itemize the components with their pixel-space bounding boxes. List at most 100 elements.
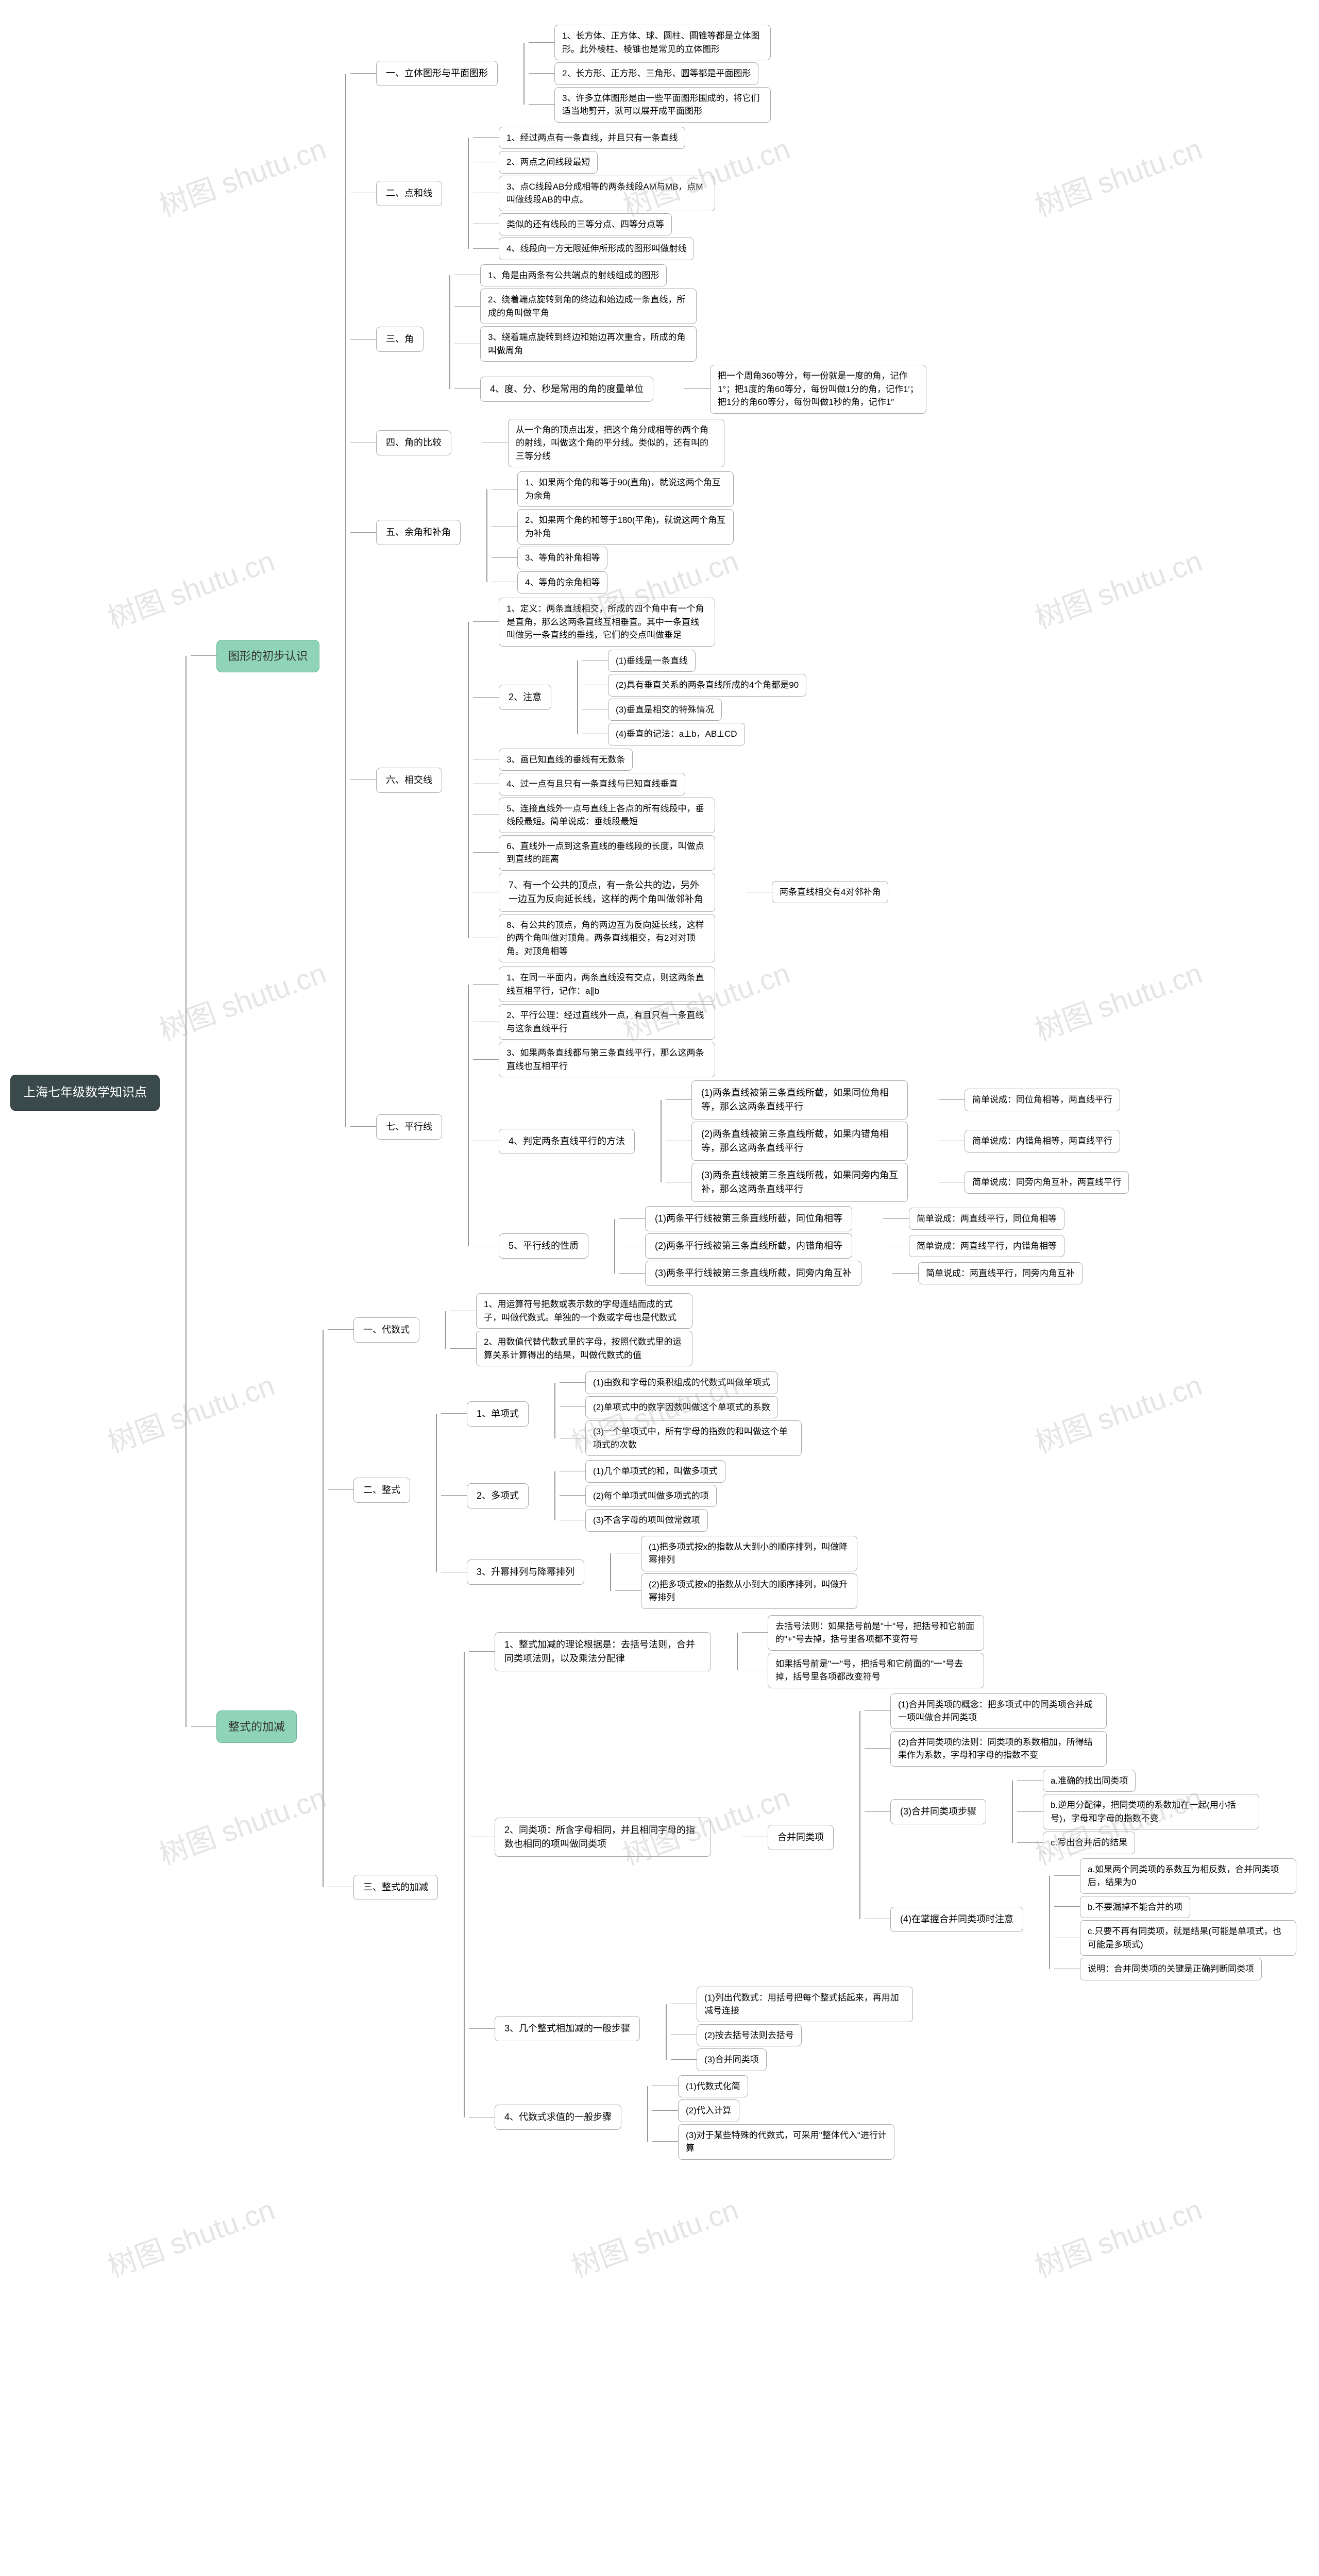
tree-node: (1)两条直线被第三条直线所截，如果同位角相等，那么这两条直线平行简单说成：同位… (666, 1080, 1129, 1120)
children-container: (1)垂线是一条直线(2)具有垂直关系的两条直线所成的4个角都是90(3)垂直是… (582, 649, 806, 747)
tree-node: 简单说成：两直线平行，内错角相等 (883, 1235, 1064, 1258)
tree-node: (2)按去括号法则去括号 (671, 2024, 913, 2047)
children-container: 一、立体图形与平面图形 1、长方体、正方体、球、圆柱、圆锥等都是立体图形。此外棱柱… (350, 23, 1129, 1289)
tree-node: 简单说成：两直线平行，同位角相等 (883, 1208, 1064, 1230)
tree-node: 一、立体图形与平面图形 1、长方体、正方体、球、圆柱、圆锥等都是立体图形。此外棱柱… (350, 24, 1129, 124)
tree-node: 1、长方体、正方体、球、圆柱、圆锥等都是立体图形。此外棱柱、棱锥也是常见的立体图… (529, 25, 771, 60)
tree-node: (1)垂线是一条直线 (582, 650, 806, 672)
tree-node: 6、直线外一点到这条直线的垂线段的长度，叫做点到直线的距离 (473, 835, 888, 871)
tree-node: (3)合并同类项步骤a.准确的找出同类项b.逆用分配律，把同类项的系数加在一起(… (865, 1769, 1296, 1855)
tree-node: (1)由数和字母的乘积组成的代数式叫做单项式 (560, 1371, 802, 1394)
node-label: b.逆用分配律，把同类项的系数加在一起(用小括号)，字母和字母的指数不变 (1043, 1794, 1259, 1829)
tree-node: 把一个周角360等分，每一份就是一度的角，记作1°；把1度的角60等分，每份叫做… (684, 365, 926, 414)
tree-node: 3、点C线段AB分成相等的两条线段AM与MB，点M叫做线段AB的中点。 (473, 176, 715, 211)
tree-node: 4、代数式求值的一般步骤(1)代数式化简(2)代入计算(3)对于某些特殊的代数式… (469, 2074, 1296, 2161)
node-label: 3、等角的补角相等 (517, 547, 607, 569)
section-node: 整式的加减一、代数式1、用运算符号把数或表示数的字母连结而成的式子，叫做代数式。… (191, 1291, 1296, 2163)
tree-node: (3)一个单项式中，所有字母的指数的和叫做这个单项式的次数 (560, 1420, 802, 1456)
node-label: (1)合并同类项的概念：把多项式中的同类项合并成一项叫做合并同类项 (890, 1693, 1107, 1729)
node-label: 二、整式 (353, 1478, 410, 1503)
tree-node: 两条直线相交有4对邻补角 (746, 881, 888, 904)
node-label: 2、如果两个角的和等于180(平角)，就说这两个角互为补角 (517, 509, 734, 545)
node-label: 5、平行线的性质 (499, 1233, 588, 1259)
node-label: (1)由数和字母的乘积组成的代数式叫做单项式 (585, 1371, 778, 1394)
node-label: 2、平行公理：经过直线外一点，有且只有一条直线与这条直线平行 (499, 1004, 715, 1040)
node-label: (3)两条直线被第三条直线所截，如果同旁内角互补，那么这两条直线平行 (691, 1163, 908, 1202)
node-label: a.如果两个同类项的系数互为相反数，合并同类项后，结果为0 (1080, 1858, 1296, 1894)
tree-node: 一、代数式 1、用运算符号把数或表示数的字母连结而成的式子，叫做代数式。单独的一个… (328, 1292, 1296, 1367)
tree-node: 1、角是由两条有公共端点的射线组成的图形 (454, 264, 926, 287)
tree-node: 1、在同一平面内，两条直线没有交点，则这两条直线互相平行，记作：a∥b (473, 967, 1129, 1002)
node-label: 简单说成：同位角相等，两直线平行 (965, 1089, 1120, 1111)
node-label: 七、平行线 (376, 1114, 442, 1140)
tree-node: 去括号法则：如果括号前是"十"号，把括号和它前面的"+"号去掉，括号里各项都不变… (742, 1615, 984, 1651)
node-label: 合并同类项 (768, 1825, 834, 1850)
node-label: (3)合并同类项 (697, 2048, 767, 2071)
tree-node: a.如果两个同类项的系数互为相反数，合并同类项后，结果为0 (1054, 1858, 1296, 1894)
tree-node: 4、度、分、秒是常用的角的度量单位把一个周角360等分，每一份就是一度的角，记作… (454, 364, 926, 415)
node-label: 四、角的比较 (376, 430, 451, 455)
node-label: 1、如果两个角的和等于90(直角)，就说这两个角互为余角 (517, 471, 734, 507)
children-container: 简单说成：同位角相等，两直线平行 (939, 1088, 1120, 1112)
tree-node: 1、如果两个角的和等于90(直角)，就说这两个角互为余角 (492, 471, 734, 507)
node-label: 两条直线相交有4对邻补角 (772, 881, 888, 904)
node-label: 3、升幂排列与降幂排列 (467, 1560, 584, 1585)
node-label: 六、相交线 (376, 768, 442, 793)
node-label: 2、同类项：所含字母相同，并且相同字母的指数也相同的项叫做同类项 (495, 1818, 711, 1857)
children-container: 1、长方体、正方体、球、圆柱、圆锥等都是立体图形。此外棱柱、棱锥也是常见的立体图… (529, 24, 771, 124)
tree-node: 4、判定两条直线平行的方法(1)两条直线被第三条直线所截，如果同位角相等，那么这… (473, 1079, 1129, 1203)
node-label: 1、用运算符号把数或表示数的字母连结而成的式子，叫做代数式。单独的一个数或字母也… (476, 1293, 692, 1329)
tree-node: 二、点和线1、经过两点有一条直线，并且只有一条直线2、两点之间线段最短3、点C线… (350, 126, 1129, 261)
tree-node: 2、同类项：所含字母相同，并且相同字母的指数也相同的项叫做同类项 合并同类项 (1)… (469, 1691, 1296, 1984)
node-label: 如果括号前是"一"号，把括号和它前面的"一"号去掉，括号里各项都改变符号 (768, 1653, 984, 1688)
node-label: 3、点C线段AB分成相等的两条线段AM与MB，点M叫做线段AB的中点。 (499, 176, 715, 211)
node-label: 1、在同一平面内，两条直线没有交点，则这两条直线互相平行，记作：a∥b (499, 967, 715, 1002)
node-label: 4、过一点有且只有一条直线与已知直线垂直 (499, 773, 685, 795)
tree-node: 3、升幂排列与降幂排列 (1)把多项式按x的指数从大到小的顺序排列，叫做降幂排列(… (441, 1535, 857, 1610)
children-container: a.准确的找出同类项b.逆用分配律，把同类项的系数加在一起(用小括号)，字母和字… (1017, 1769, 1259, 1855)
node-label: (3)对于某些特殊的代数式，可采用"整体代入"进行计算 (678, 2124, 894, 2160)
node-label: (2)两条平行线被第三条直线所截，内错角相等 (645, 1233, 852, 1259)
node-label: (1)把多项式按x的指数从大到小的顺序排列，叫做降幂排列 (641, 1536, 857, 1571)
tree-node: 3、等角的补角相等 (492, 547, 734, 569)
children-container: (1)代数式化简(2)代入计算(3)对于某些特殊的代数式，可采用"整体代入"进行… (652, 2074, 894, 2161)
children-container: 1、用运算符号把数或表示数的字母连结而成的式子，叫做代数式。单独的一个数或字母也… (450, 1292, 692, 1367)
tree-node: (4)在掌握合并同类项时注意a.如果两个同类项的系数互为相反数，合并同类项后，结… (865, 1857, 1296, 1981)
tree-node: 3、如果两条直线都与第三条直线平行，那么这两条直线也互相平行 (473, 1042, 1129, 1077)
node-label: (4)垂直的记法：a⊥b，AB⊥CD (608, 723, 745, 745)
node-label: 3、绕着端点旋转到终边和始边再次重合，所成的角叫做周角 (480, 326, 697, 362)
node-label: 1、长方体、正方体、球、圆柱、圆锥等都是立体图形。此外棱柱、棱锥也是常见的立体图… (554, 25, 771, 60)
tree-node: 六、相交线 1、定义：两条直线相交，所成的四个角中有一个角是直角，那么这两条直线互… (350, 597, 1129, 963)
children-container: 一、代数式 1、用运算符号把数或表示数的字母连结而成的式子，叫做代数式。单独的一个… (328, 1291, 1296, 2163)
node-label: 一、代数式 (353, 1317, 419, 1343)
tree-node: (2)代入计算 (652, 2099, 894, 2122)
tree-node: 合并同类项 (1)合并同类项的概念：把多项式中的同类项合并成一项叫做合并同类项(2… (742, 1692, 1296, 1982)
node-label: 一、立体图形与平面图形 (376, 61, 498, 86)
node-label: (1)列出代数式：用括号把每个整式括起来，再用加减号连接 (697, 1987, 913, 2022)
children-container: 1、定义：两条直线相交，所成的四个角中有一个角是直角，那么这两条直线互相垂直。其… (473, 597, 888, 963)
node-label: (1)几个单项式的和，叫做多项式 (585, 1460, 725, 1483)
node-label: (3)垂直是相交的特殊情况 (608, 699, 722, 721)
children-container: 简单说成：两直线平行，同旁内角互补 (892, 1261, 1083, 1286)
tree-node: (2)把多项式按x的指数从小到大的顺序排列，叫做升幂排列 (615, 1573, 857, 1609)
children-container: 合并同类项 (1)合并同类项的概念：把多项式中的同类项合并成一项叫做合并同类项(2… (742, 1691, 1296, 1984)
node-label: 2、多项式 (467, 1483, 529, 1509)
children-container: 1、如果两个角的和等于90(直角)，就说这两个角互为余角2、如果两个角的和等于1… (492, 470, 734, 595)
node-label: 3、几个整式相加减的一般步骤 (495, 2016, 640, 2041)
tree-node: 4、线段向一方无限延伸所形成的图形叫做射线 (473, 238, 715, 260)
children-container: 1、在同一平面内，两条直线没有交点，则这两条直线互相平行，记作：a∥b2、平行公… (473, 965, 1129, 1288)
tree-node: 1、定义：两条直线相交，所成的四个角中有一个角是直角，那么这两条直线互相垂直。其… (473, 598, 888, 647)
node-label: (1)代数式化简 (678, 2075, 748, 2098)
tree-node: 2、如果两个角的和等于180(平角)，就说这两个角互为补角 (492, 509, 734, 545)
node-label: 2、两点之间线段最短 (499, 151, 598, 174)
node-label: (2)每个单项式叫做多项式的项 (585, 1485, 717, 1507)
tree-node: 1、经过两点有一条直线，并且只有一条直线 (473, 127, 715, 149)
tree-node: (2)每个单项式叫做多项式的项 (560, 1485, 725, 1507)
tree-node: (1)把多项式按x的指数从大到小的顺序排列，叫做降幂排列 (615, 1536, 857, 1571)
tree-node: 3、几个整式相加减的一般步骤 (1)列出代数式：用括号把每个整式括起来，再用加减号… (469, 1986, 1296, 2072)
node-label: 上海七年级数学知识点 (10, 1075, 160, 1111)
node-label: 6、直线外一点到这条直线的垂线段的长度，叫做点到直线的距离 (499, 835, 715, 871)
node-label: (2)合并同类项的法则：同类项的系数相加，所得结果作为系数，字母和字母的指数不变 (890, 1731, 1107, 1767)
node-label: (2)代入计算 (678, 2099, 739, 2122)
node-label: 简单说成：两直线平行，同旁内角互补 (918, 1262, 1083, 1285)
